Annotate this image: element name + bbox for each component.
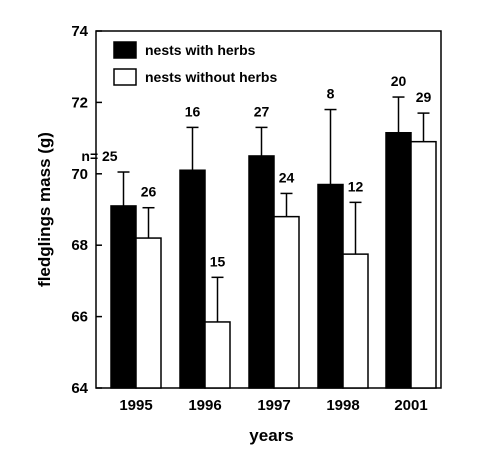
x-tick-label: 1997 — [257, 397, 290, 414]
bar-with-herbs-1998 — [317, 183, 344, 389]
bar-without-herbs-1997 — [273, 215, 300, 389]
x-axis-title: years — [249, 426, 293, 445]
sample-size-label: 20 — [391, 73, 407, 89]
x-axis-labels: 1995 1996 1997 1998 2001 — [119, 397, 427, 414]
bar-with-herbs-1997 — [248, 155, 275, 389]
bar-without-herbs-1996 — [204, 321, 231, 389]
y-tick-label: 70 — [71, 166, 88, 183]
bars-group: n= 25 26 16 15 27 24 8 12 20 29 — [81, 73, 437, 389]
y-axis-ticks: 64 66 68 70 72 74 — [71, 23, 102, 397]
legend: nests with herbs nests without herbs — [113, 41, 277, 86]
sample-size-label: 29 — [416, 89, 432, 105]
legend-swatch-without-herbs — [113, 68, 137, 86]
sample-size-label: 15 — [210, 253, 226, 269]
x-tick-label: 1998 — [326, 397, 359, 414]
sample-size-label: 26 — [141, 184, 157, 200]
x-tick-label: 1996 — [188, 397, 221, 414]
y-tick-label: 66 — [71, 309, 88, 326]
bar-without-herbs-1998 — [342, 253, 369, 389]
sample-size-label: 16 — [185, 103, 201, 119]
legend-label-with-herbs: nests with herbs — [145, 42, 256, 58]
sample-size-label: 24 — [279, 169, 295, 185]
bar-with-herbs-1996 — [179, 169, 206, 389]
sample-size-label: 12 — [348, 178, 364, 194]
x-tick-label: 2001 — [394, 397, 427, 414]
y-axis-title: fledglings mass (g) — [35, 132, 54, 287]
y-tick-label: 64 — [71, 380, 88, 397]
bar-without-herbs-2001 — [410, 140, 437, 389]
y-tick-label: 68 — [71, 237, 88, 254]
sample-size-label: n= 25 — [81, 148, 117, 164]
sample-size-label: 8 — [327, 86, 335, 102]
y-tick-label: 72 — [71, 94, 88, 111]
sample-size-label: 27 — [254, 103, 270, 119]
legend-label-without-herbs: nests without herbs — [145, 69, 277, 85]
x-tick-label: 1995 — [119, 397, 152, 414]
bar-with-herbs-1995 — [110, 205, 137, 389]
bar-without-herbs-1995 — [135, 237, 162, 389]
y-tick-label: 74 — [71, 23, 88, 40]
legend-swatch-with-herbs — [113, 41, 137, 59]
bar-with-herbs-2001 — [385, 131, 412, 389]
